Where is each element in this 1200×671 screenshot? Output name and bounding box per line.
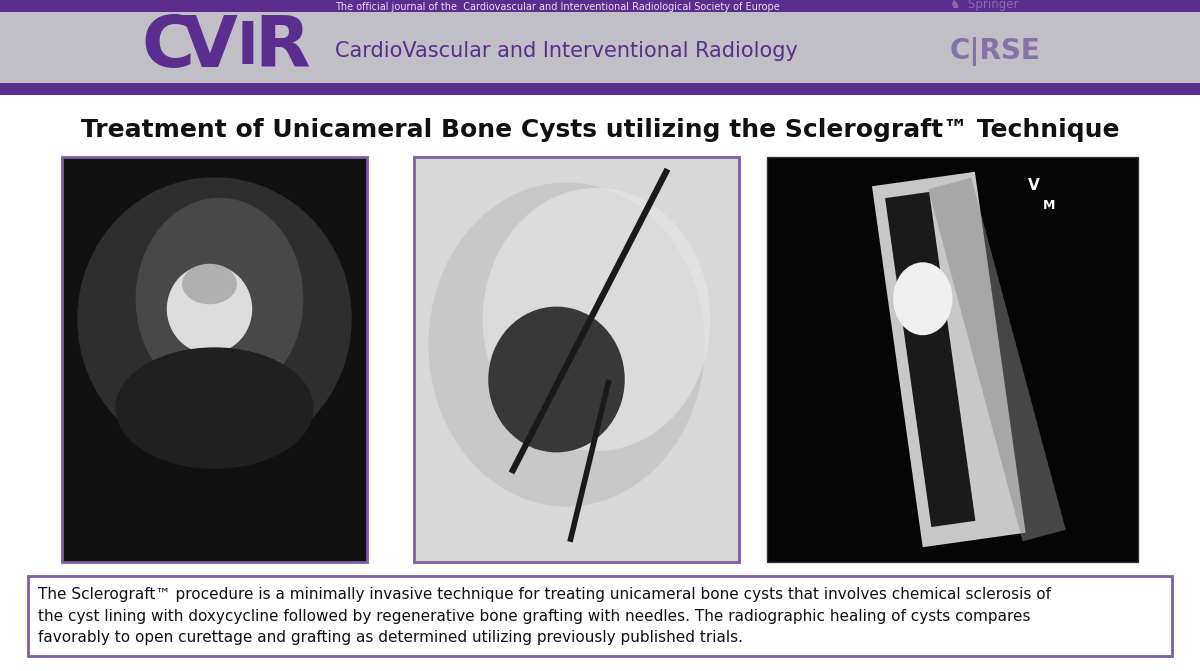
Text: The official journal of the  Cardiovascular and Interventional Radiological Soci: The official journal of the Cardiovascul… bbox=[335, 1, 780, 11]
Ellipse shape bbox=[182, 264, 236, 304]
Text: C|RSE: C|RSE bbox=[950, 36, 1040, 66]
Text: R: R bbox=[254, 13, 310, 82]
Text: V: V bbox=[1028, 178, 1040, 193]
Text: CardioVascular and Interventional Radiology: CardioVascular and Interventional Radiol… bbox=[335, 41, 798, 61]
Polygon shape bbox=[872, 172, 1026, 548]
Text: V: V bbox=[182, 13, 238, 82]
Ellipse shape bbox=[136, 198, 304, 400]
Bar bbox=[62, 157, 367, 562]
Ellipse shape bbox=[77, 177, 352, 461]
Ellipse shape bbox=[115, 348, 313, 469]
Bar bbox=[767, 157, 1138, 562]
Text: C: C bbox=[142, 13, 194, 82]
Polygon shape bbox=[886, 192, 976, 527]
Text: M: M bbox=[1043, 199, 1055, 212]
Bar bbox=[414, 157, 739, 562]
Text: Treatment of Unicameral Bone Cysts utilizing the Sclerograft™ Technique: Treatment of Unicameral Bone Cysts utili… bbox=[80, 118, 1120, 142]
Ellipse shape bbox=[488, 307, 625, 452]
FancyBboxPatch shape bbox=[28, 576, 1172, 656]
Bar bbox=[0, 95, 1200, 671]
Ellipse shape bbox=[893, 262, 953, 336]
Ellipse shape bbox=[167, 264, 252, 354]
Ellipse shape bbox=[482, 188, 710, 451]
Ellipse shape bbox=[428, 183, 704, 507]
Text: I: I bbox=[238, 19, 259, 76]
Bar bbox=[0, 12, 1200, 83]
Text: The Sclerograft™ procedure is a minimally invasive technique for treating unicam: The Sclerograft™ procedure is a minimall… bbox=[38, 587, 1051, 645]
Bar bbox=[0, 0, 1200, 12]
Text: ♞  Springer: ♞ Springer bbox=[950, 0, 1019, 11]
Polygon shape bbox=[929, 178, 1066, 541]
Bar bbox=[0, 83, 1200, 95]
